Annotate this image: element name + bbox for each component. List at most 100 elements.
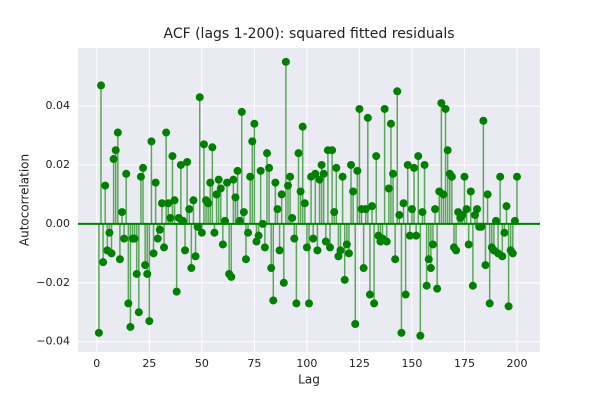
marker xyxy=(512,172,521,181)
marker xyxy=(151,178,160,187)
x-tick-label: 125 xyxy=(349,357,370,370)
marker xyxy=(433,284,442,293)
marker xyxy=(401,290,410,299)
marker xyxy=(368,202,377,211)
marker xyxy=(109,155,118,164)
marker xyxy=(439,190,448,199)
marker xyxy=(347,160,356,169)
x-tick-label: 100 xyxy=(296,357,317,370)
marker xyxy=(491,216,500,225)
marker xyxy=(395,211,404,220)
marker xyxy=(212,190,221,199)
marker xyxy=(258,219,267,228)
marker xyxy=(250,119,259,128)
marker xyxy=(466,187,475,196)
marker xyxy=(126,322,135,331)
marker xyxy=(462,205,471,214)
marker xyxy=(309,234,318,243)
marker xyxy=(498,252,507,261)
marker xyxy=(447,172,456,181)
marker xyxy=(372,152,381,161)
marker xyxy=(405,231,414,240)
marker xyxy=(239,208,248,217)
marker xyxy=(302,243,311,252)
marker xyxy=(441,104,450,113)
marker xyxy=(155,225,164,234)
marker xyxy=(143,269,152,278)
x-tick-label: 75 xyxy=(247,357,261,370)
marker xyxy=(136,172,145,181)
marker xyxy=(473,205,482,214)
marker xyxy=(311,169,320,178)
y-tick-label: 0.04 xyxy=(46,99,71,112)
marker xyxy=(273,205,282,214)
marker xyxy=(502,202,511,211)
marker xyxy=(355,104,364,113)
marker xyxy=(105,228,114,237)
marker xyxy=(193,222,202,231)
marker xyxy=(153,234,162,243)
marker xyxy=(265,163,274,172)
marker xyxy=(283,181,292,190)
marker xyxy=(363,113,372,122)
marker xyxy=(166,213,175,222)
x-tick-label: 50 xyxy=(195,357,209,370)
marker xyxy=(365,290,374,299)
marker xyxy=(315,175,324,184)
marker xyxy=(149,249,158,258)
marker xyxy=(160,243,169,252)
y-tick-label: −0.04 xyxy=(36,335,70,348)
marker xyxy=(113,128,122,137)
marker xyxy=(298,122,307,131)
marker xyxy=(220,216,229,225)
marker xyxy=(244,228,253,237)
marker xyxy=(122,169,131,178)
marker xyxy=(412,231,421,240)
marker xyxy=(162,128,171,137)
marker xyxy=(338,172,347,181)
marker xyxy=(380,104,389,113)
marker xyxy=(147,137,156,146)
x-tick-label: 25 xyxy=(142,357,156,370)
marker xyxy=(176,160,185,169)
marker xyxy=(420,160,429,169)
marker xyxy=(305,299,313,308)
marker xyxy=(485,299,494,308)
marker xyxy=(426,264,435,273)
marker xyxy=(452,246,461,255)
x-tick-label: 200 xyxy=(506,357,527,370)
marker xyxy=(483,190,492,199)
marker xyxy=(231,193,240,202)
marker xyxy=(496,172,505,181)
marker xyxy=(262,149,271,158)
marker xyxy=(468,281,477,290)
x-axis-label: Lag xyxy=(298,373,320,387)
marker xyxy=(124,299,133,308)
marker xyxy=(340,275,349,284)
marker xyxy=(178,216,187,225)
marker xyxy=(336,246,345,255)
marker xyxy=(443,146,452,155)
marker xyxy=(294,149,303,158)
marker xyxy=(481,261,490,270)
marker xyxy=(416,331,425,340)
marker xyxy=(349,187,358,196)
marker xyxy=(235,216,244,225)
marker xyxy=(172,287,181,296)
marker xyxy=(216,184,225,193)
marker xyxy=(361,205,370,214)
marker xyxy=(246,172,255,181)
marker xyxy=(418,208,427,217)
marker xyxy=(185,205,194,214)
marker xyxy=(330,208,339,217)
marker xyxy=(170,196,179,205)
marker xyxy=(227,272,236,281)
marker xyxy=(139,163,148,172)
marker xyxy=(384,184,393,193)
marker xyxy=(277,190,286,199)
marker xyxy=(248,137,257,146)
marker xyxy=(332,163,341,172)
y-tick-label: 0.00 xyxy=(46,217,71,230)
marker xyxy=(241,255,250,264)
marker xyxy=(477,222,486,231)
